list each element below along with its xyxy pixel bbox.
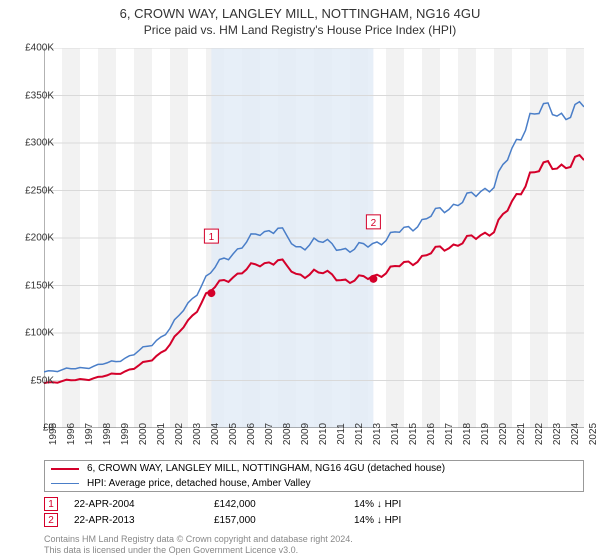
annotation-price: £157,000 [214, 515, 354, 526]
x-axis-label: 2022 [534, 423, 545, 445]
chart-subtitle: Price paid vs. HM Land Registry's House … [0, 21, 600, 41]
chart-area: 12 [44, 48, 584, 428]
x-axis-label: 2008 [282, 423, 293, 445]
x-axis-label: 2015 [408, 423, 419, 445]
x-axis-label: 1997 [84, 423, 95, 445]
x-axis-label: 2003 [192, 423, 203, 445]
x-axis-label: 2018 [462, 423, 473, 445]
y-axis-label: £400K [14, 43, 54, 54]
x-axis-label: 2013 [372, 423, 383, 445]
x-axis-label: 2007 [264, 423, 275, 445]
annotation-marker: 2 [44, 513, 58, 527]
x-axis-label: 2014 [390, 423, 401, 445]
y-axis-label: £300K [14, 138, 54, 149]
legend-row: HPI: Average price, detached house, Ambe… [45, 476, 583, 491]
footer-attribution: Contains HM Land Registry data © Crown c… [44, 534, 353, 556]
x-axis-label: 2006 [246, 423, 257, 445]
legend-label: 6, CROWN WAY, LANGLEY MILL, NOTTINGHAM, … [87, 463, 445, 474]
y-axis-label: £200K [14, 233, 54, 244]
annotation-table: 1 22-APR-2004£142,00014% ↓ HPI 2 22-APR-201… [44, 496, 584, 528]
x-axis-label: 1999 [120, 423, 131, 445]
svg-text:1: 1 [209, 232, 215, 243]
x-axis-label: 2020 [498, 423, 509, 445]
legend-swatch [51, 468, 79, 470]
x-axis-label: 1995 [48, 423, 59, 445]
legend-label: HPI: Average price, detached house, Ambe… [87, 478, 311, 489]
x-axis-label: 1996 [66, 423, 77, 445]
annotation-marker: 1 [44, 497, 58, 511]
legend-swatch [51, 483, 79, 484]
x-axis-label: 2023 [552, 423, 563, 445]
annotation-date: 22-APR-2004 [74, 499, 214, 510]
x-axis-label: 2000 [138, 423, 149, 445]
x-axis-label: 2005 [228, 423, 239, 445]
y-axis-label: £50K [14, 375, 54, 386]
annotation-price: £142,000 [214, 499, 354, 510]
line-chart: 12 [44, 48, 584, 428]
x-axis-label: 2021 [516, 423, 527, 445]
chart-title: 6, CROWN WAY, LANGLEY MILL, NOTTINGHAM, … [0, 0, 600, 21]
annotation-date: 22-APR-2013 [74, 515, 214, 526]
x-axis-label: 2009 [300, 423, 311, 445]
x-axis-label: 2001 [156, 423, 167, 445]
x-axis-label: 2010 [318, 423, 329, 445]
svg-text:2: 2 [371, 218, 377, 229]
annotation-diff: 14% ↓ HPI [354, 515, 494, 526]
legend: 6, CROWN WAY, LANGLEY MILL, NOTTINGHAM, … [44, 460, 584, 492]
y-axis-label: £100K [14, 328, 54, 339]
y-axis-label: £350K [14, 90, 54, 101]
annotation-row: 2 22-APR-2013£157,00014% ↓ HPI [44, 512, 584, 528]
x-axis-label: 2004 [210, 423, 221, 445]
footer-line-1: Contains HM Land Registry data © Crown c… [44, 534, 353, 545]
x-axis-label: 2024 [570, 423, 581, 445]
x-axis-label: 2011 [336, 423, 347, 445]
x-axis-label: 2019 [480, 423, 491, 445]
y-axis-label: £250K [14, 185, 54, 196]
footer-line-2: This data is licensed under the Open Gov… [44, 545, 353, 556]
y-axis-label: £150K [14, 280, 54, 291]
annotation-row: 1 22-APR-2004£142,00014% ↓ HPI [44, 496, 584, 512]
legend-row: 6, CROWN WAY, LANGLEY MILL, NOTTINGHAM, … [45, 461, 583, 476]
x-axis-label: 2025 [588, 423, 599, 445]
x-axis-label: 1998 [102, 423, 113, 445]
x-axis-label: 2016 [426, 423, 437, 445]
x-axis-label: 2017 [444, 423, 455, 445]
x-axis-label: 2002 [174, 423, 185, 445]
annotation-diff: 14% ↓ HPI [354, 499, 494, 510]
x-axis-label: 2012 [354, 423, 365, 445]
